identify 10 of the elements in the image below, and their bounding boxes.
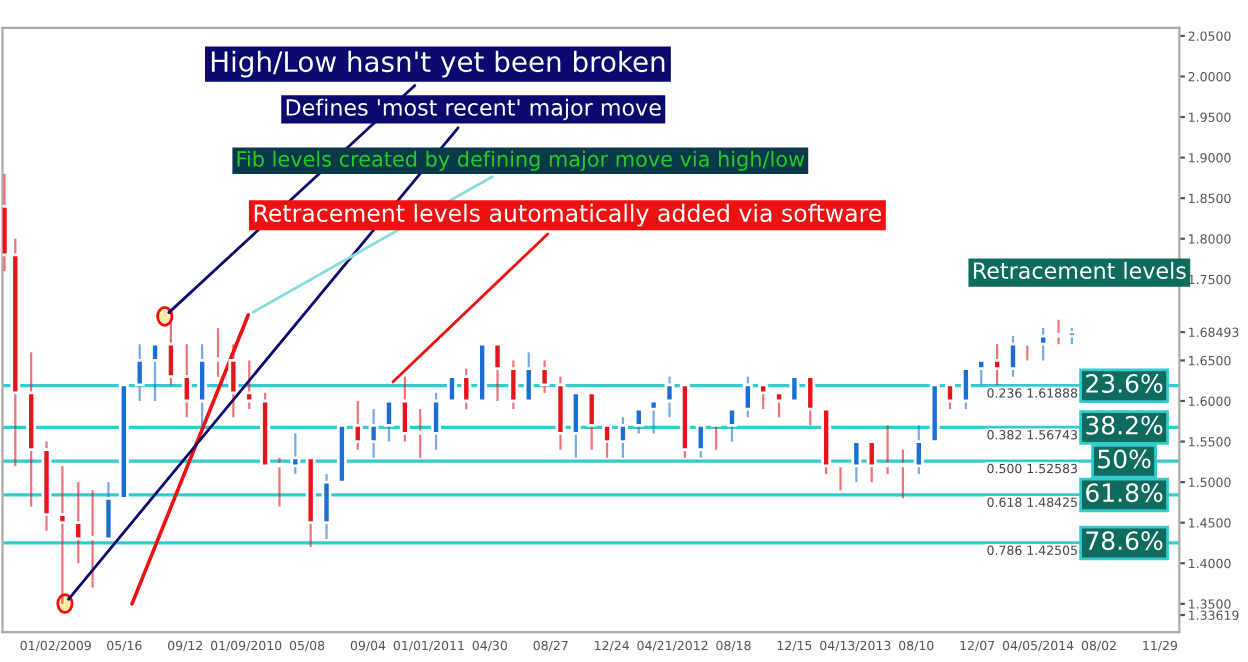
annotation: 23.6% bbox=[1086, 374, 1163, 393]
annotation: Defines 'most recent' major move bbox=[286, 98, 661, 121]
annotation: 50% bbox=[1098, 449, 1151, 469]
annotation: 61.8% bbox=[1086, 483, 1163, 503]
annotation: 38.2% bbox=[1086, 415, 1163, 435]
annotation: Retracement levels automatically added via software bbox=[254, 203, 882, 227]
annotation: 78.6% bbox=[1086, 531, 1163, 551]
annotation: Retracement levels bbox=[973, 261, 1186, 280]
annotation: Fib levels created by defining major move via high/low bbox=[237, 150, 805, 171]
annotation: High/Low hasn't yet been broken bbox=[211, 50, 665, 78]
